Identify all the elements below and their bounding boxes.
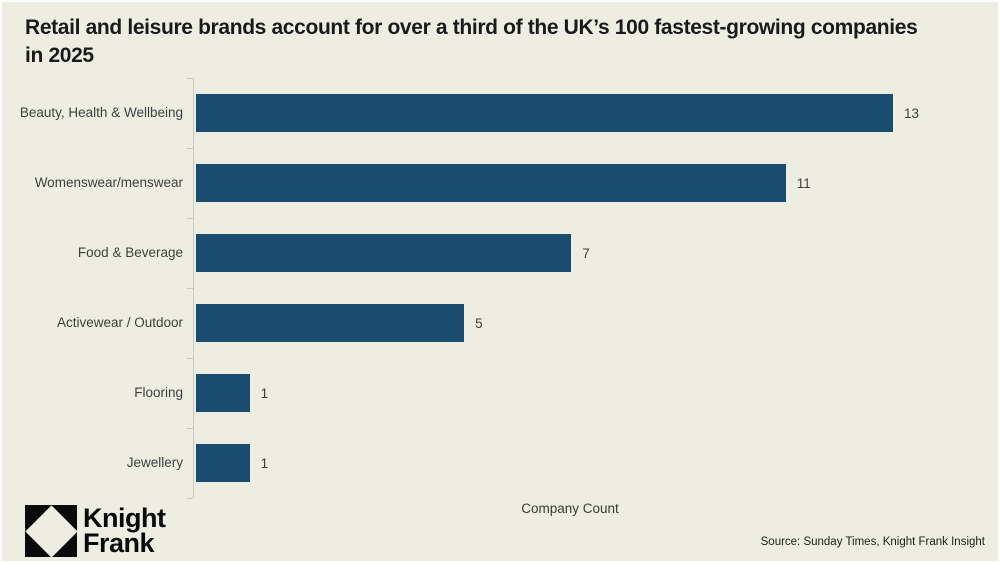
chart-title: Retail and leisure brands account for ov…: [25, 16, 918, 67]
bar-beauty-health-wellbeing: [196, 94, 893, 132]
category-label-womenswear-menswear: Womenswear/menswear: [34, 175, 183, 190]
bar-food-beverage: [196, 234, 572, 272]
knight-frank-mark-icon: [25, 505, 77, 557]
category-label-jewellery: Jewellery: [126, 455, 183, 470]
value-label-jewellery: 1: [260, 455, 269, 471]
axis-tick: [187, 288, 193, 289]
axis-tick: [187, 498, 193, 499]
y-axis-line: [193, 78, 194, 498]
bar-womenswear-menswear: [196, 164, 786, 202]
value-label-womenswear-menswear: 11: [796, 175, 811, 191]
value-label-food-beverage: 7: [582, 245, 590, 261]
source-note: Source: Sunday Times, Knight Frank Insig…: [760, 536, 985, 548]
value-label-flooring: 1: [260, 385, 269, 401]
axis-tick: [187, 428, 193, 429]
y-axis-ticks: [187, 78, 193, 499]
axis-tick: [187, 148, 193, 149]
logo-line-1: Knight: [83, 503, 166, 533]
bar-jewellery: [196, 444, 250, 482]
axis-tick: [187, 218, 193, 219]
knight-frank-logo: Knight Frank: [25, 503, 166, 558]
bar-activewear-outdoor: [196, 304, 465, 342]
value-label-beauty-health-wellbeing: 13: [904, 105, 920, 121]
knight-frank-wordmark: Knight Frank: [83, 503, 166, 558]
category-label-food-beverage: Food & Beverage: [77, 245, 183, 260]
value-label-activewear-outdoor: 5: [475, 315, 483, 331]
category-label-activewear-outdoor: Activewear / Outdoor: [56, 315, 183, 330]
bar-row: Activewear / Outdoor 5: [0, 288, 1000, 358]
logo-line-2: Frank: [83, 528, 155, 558]
bar-row: Womenswear/menswear 11: [0, 148, 1000, 218]
bar-flooring: [196, 374, 250, 412]
bar-row: Food & Beverage 7: [0, 218, 1000, 288]
category-label-beauty-health-wellbeing: Beauty, Health & Wellbeing: [19, 105, 183, 120]
category-label-flooring: Flooring: [134, 385, 183, 400]
bar-chart: Beauty, Health & Wellbeing 13 Womenswear…: [0, 78, 1000, 498]
axis-tick: [187, 78, 193, 79]
bar-row: Beauty, Health & Wellbeing 13: [0, 78, 1000, 148]
x-axis-title: Company Count: [521, 501, 619, 516]
bar-row: Flooring 1: [0, 358, 1000, 428]
bar-row: Jewellery 1: [0, 428, 1000, 498]
axis-tick: [187, 358, 193, 359]
